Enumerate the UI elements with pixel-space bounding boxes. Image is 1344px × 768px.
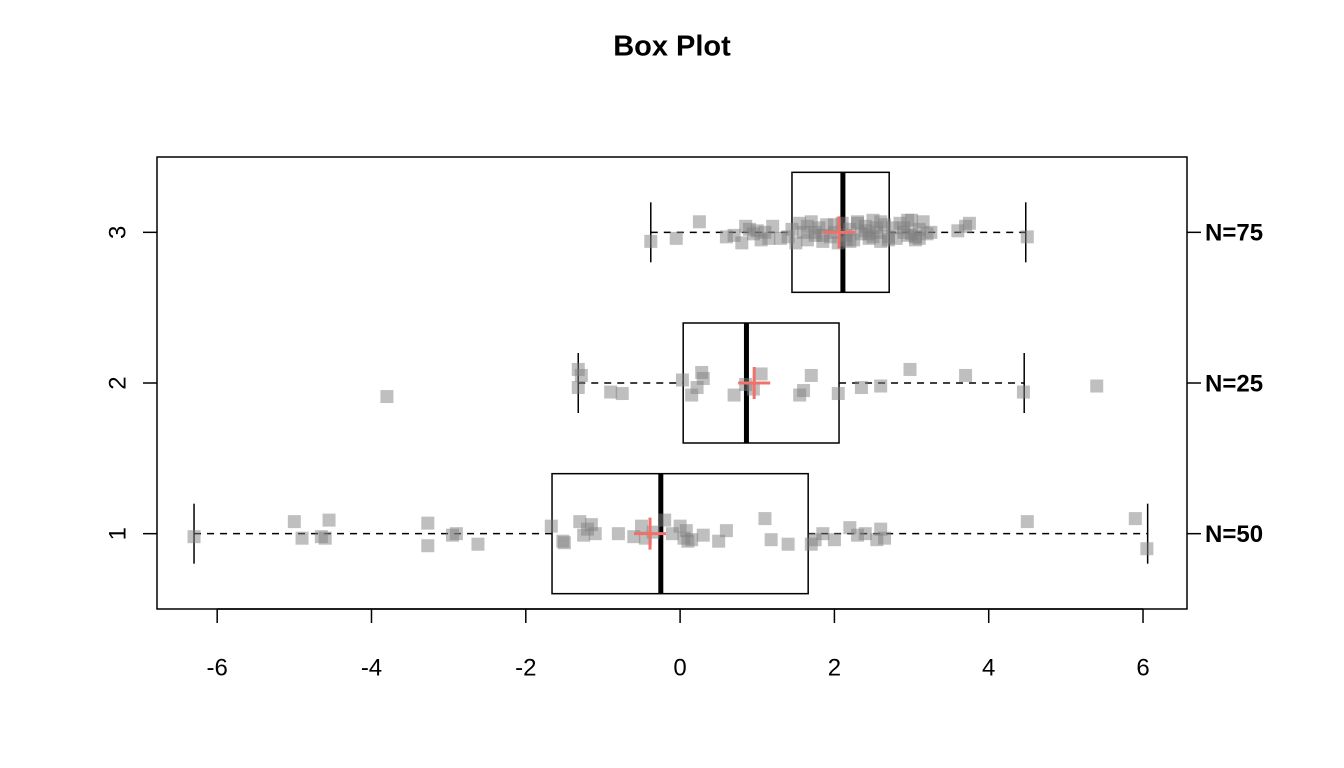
point	[727, 388, 741, 402]
point	[870, 221, 884, 235]
box	[551, 472, 809, 595]
point	[1020, 230, 1034, 244]
point	[615, 387, 629, 401]
point	[916, 215, 930, 229]
point	[1128, 512, 1142, 526]
point	[754, 367, 768, 381]
point	[318, 531, 332, 545]
point	[874, 379, 888, 393]
point	[878, 531, 892, 545]
point	[764, 533, 778, 547]
point	[851, 216, 865, 230]
x-tick-label: -2	[515, 654, 536, 681]
point	[679, 524, 693, 538]
point	[766, 219, 780, 233]
point	[924, 225, 938, 239]
x-tick-label: 4	[982, 654, 995, 681]
x-tick-label: -6	[207, 654, 228, 681]
point	[471, 537, 485, 551]
point	[675, 373, 689, 387]
mean-marker	[634, 517, 667, 550]
point	[903, 362, 917, 376]
y-tick-label: 3	[104, 226, 131, 239]
point	[781, 537, 795, 551]
point	[322, 513, 336, 527]
mean-marker	[738, 367, 771, 399]
point	[692, 215, 706, 229]
x-tick-label: 0	[673, 654, 686, 681]
point	[544, 519, 558, 533]
point	[808, 225, 822, 239]
point	[421, 516, 435, 530]
point	[574, 368, 588, 382]
x-tick-label: 2	[828, 654, 841, 681]
n-label: N=25	[1205, 370, 1263, 397]
point	[719, 524, 733, 538]
point	[187, 530, 201, 544]
point	[808, 533, 822, 547]
point	[611, 527, 625, 541]
point	[690, 381, 704, 395]
point	[571, 381, 585, 395]
point	[295, 531, 309, 545]
point	[557, 536, 571, 550]
point	[804, 368, 818, 382]
point	[449, 527, 463, 541]
point	[669, 231, 683, 245]
point	[901, 213, 915, 227]
y-tick-label: 2	[104, 376, 131, 389]
y-tick-label: 1	[104, 527, 131, 540]
point	[831, 387, 845, 401]
point	[1016, 385, 1030, 399]
chart-title: Box Plot	[613, 31, 731, 63]
point	[758, 512, 772, 526]
point	[712, 534, 726, 548]
point	[762, 231, 776, 245]
point	[797, 384, 811, 398]
point	[881, 233, 895, 247]
point	[789, 236, 803, 250]
point	[635, 519, 649, 533]
point	[908, 230, 922, 244]
point	[739, 378, 753, 392]
n-label: N=75	[1205, 220, 1263, 247]
point	[1140, 542, 1154, 556]
x-tick-label: 6	[1136, 654, 1149, 681]
n-label: N=50	[1205, 521, 1263, 548]
point	[962, 216, 976, 230]
point	[421, 539, 435, 553]
point	[604, 385, 618, 399]
point	[854, 381, 868, 395]
point	[959, 368, 973, 382]
point	[739, 219, 753, 233]
point	[1020, 515, 1034, 529]
point	[827, 533, 841, 547]
x-tick-label: -4	[361, 654, 382, 681]
point	[773, 231, 787, 245]
point	[696, 528, 710, 542]
mean-marker	[823, 216, 856, 249]
point	[380, 390, 394, 404]
point	[727, 228, 741, 242]
point	[1090, 379, 1104, 393]
point	[658, 513, 672, 527]
point	[785, 222, 799, 236]
point	[644, 234, 658, 248]
point	[581, 522, 595, 536]
point	[839, 233, 853, 247]
point	[287, 515, 301, 529]
point	[858, 527, 872, 541]
